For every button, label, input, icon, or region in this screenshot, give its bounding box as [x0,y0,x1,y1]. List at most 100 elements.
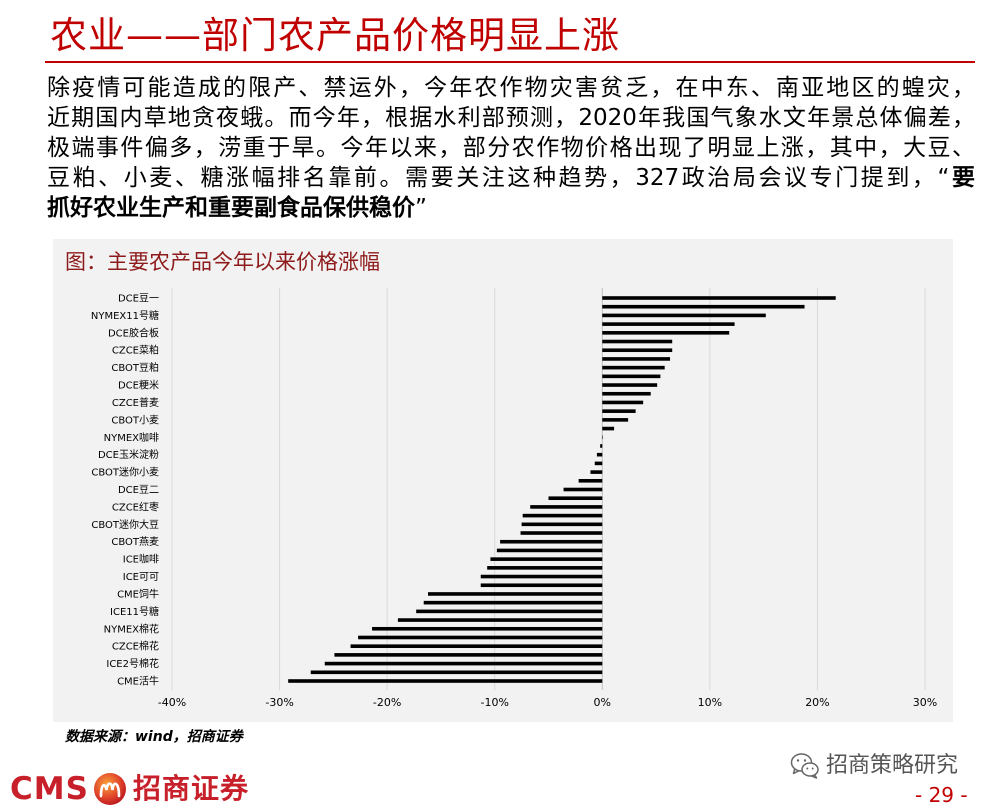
y-category-label: CZCE普麦 [112,396,159,409]
body-paragraph: 除疫情可能造成的限产、禁运外，今年农作物灾害贫乏，在中东、南亚地区的蝗灾， 近期… [47,73,975,223]
chart-bar [310,670,603,675]
y-category-label: NYMEX咖啡 [104,432,159,444]
x-tick-label: -40% [158,696,186,709]
page-number: - 29 - [915,783,968,807]
chart-bar [500,539,603,544]
x-tick-label: 20% [805,696,829,709]
y-category-label: ICE咖啡 [123,554,159,566]
chart-bar [423,600,603,605]
chart-bar [602,383,658,387]
paragraph-line: 极端事件偏多，涝重于旱。今年以来，部分农作物价格出现了明显上涨，其中，大豆、 [47,135,975,161]
y-category-label: CME饲牛 [117,587,159,600]
y-category-label: CBOT小麦 [111,414,159,426]
wechat-icon [790,753,819,779]
chart-bar [602,409,636,413]
chart-bar [600,444,603,448]
chart-bar [602,391,651,396]
y-category-label: CZCE菜粕 [112,344,159,357]
chart-bar [602,348,673,353]
y-category-label: CBOT迷你大豆 [91,518,159,531]
chart-bar [602,418,629,422]
chart-bar [602,331,730,335]
chart-bar [372,626,603,631]
chart-bar [334,653,603,657]
y-category-label: NYMEX棉花 [104,622,159,635]
chart-bar [563,487,603,492]
chart-bar [428,592,603,596]
chart-bar [350,644,603,648]
watermark-text: 招商策略研究 [826,753,959,778]
closing-quote: ” [415,195,427,221]
chart-panel: 图：主要农产品今年以来价格涨幅 -40% -30% -20% -10% 0% 10% 20%… [53,239,953,722]
watermark: 招商策略研究 [790,751,958,781]
chart-bar [530,505,603,509]
chart-bar [358,635,603,640]
y-category-label: CZCE棉花 [112,640,159,653]
x-tick-label: -20% [373,696,401,709]
chart-bar [602,296,836,300]
chart-title: 图：主要农产品今年以来价格涨幅 [65,250,380,274]
chart-bar [288,679,603,683]
quote-emphasis: 抓好农业生产和重要副食品保供稳价 [47,195,415,221]
chart-bar [487,566,603,570]
chart-bar [602,322,735,326]
footer-logo: CMS 招商证券 [10,771,249,807]
x-tick-label: -10% [481,696,509,709]
x-tick-label: 10% [698,696,722,709]
chart-bar [578,478,603,483]
chart-bar [496,548,603,553]
chart-bar [596,452,603,457]
chart-bar [480,583,603,588]
cms-emblem-icon [93,773,126,805]
chart-bar [490,557,603,561]
chart-bar [602,400,644,405]
paragraph-text: 豆粕、小麦、糖涨幅排名靠前。需要关注这种趋势，327政治局会议专门提到，“ [47,165,950,191]
chart-bar [602,426,615,431]
y-category-label: CME活牛 [117,675,159,688]
brand-name: 招商证券 [132,772,249,805]
title-underline [45,61,975,63]
y-category-label: DCE玉米淀粉 [98,448,159,461]
chart-bar [520,531,603,535]
chart-bar [602,435,603,440]
y-category-label: DCE豆二 [118,484,159,496]
chart-bar [602,365,665,370]
chart-bar [602,304,805,309]
y-category-label: DCE胶合板 [108,326,159,339]
chart-bar [602,374,661,379]
y-category-label: CZCE红枣 [112,500,159,513]
chart-bar [521,522,603,527]
chart-bar [416,609,603,614]
chart-bar [480,574,603,579]
x-tick-label: -30% [265,696,293,709]
data-source-note: 数据来源：wind，招商证券 [65,729,243,745]
paragraph-line: 豆粕、小麦、糖涨幅排名靠前。需要关注这种趋势，327政治局会议专门提到，“要 [47,163,975,193]
y-category-label: ICE2号棉花 [106,657,159,670]
paragraph-line: 抓好农业生产和重要副食品保供稳价” [47,193,975,223]
slide-title: 农业——部门农产品价格明显上涨 [50,14,620,57]
chart-bar [397,618,603,622]
chart-bar [594,461,603,466]
paragraph-line: 近期国内草地贪夜蛾。而今年，根据水利部预测，2020年我国气象水文年景总体偏差， [47,105,975,131]
paragraph-line: 除疫情可能造成的限产、禁运外，今年农作物灾害贫乏，在中东、南亚地区的蝗灾， [47,75,975,101]
y-category-label: CBOT燕麦 [111,536,159,548]
y-category-label: ICE11号糖 [110,605,159,618]
chart-bar [324,661,603,666]
chart-bar [602,339,673,344]
y-category-label: NYMEX11号糖 [91,309,159,322]
chart-bar [602,313,766,318]
y-category-label: ICE可可 [123,572,159,583]
x-tick-label: 0% [594,696,611,709]
chart-bar [522,513,603,518]
cms-logo-text: CMS [10,771,89,807]
y-category-label: CBOT迷你小麦 [91,466,159,479]
chart-bar [590,470,603,474]
y-category-label: DCE粳米 [118,379,159,392]
chart-bar [548,496,603,501]
y-category-label: CBOT豆粕 [111,361,159,374]
bar-chart: -40% -30% -20% -10% 0% 10% 20% 30% DCE豆一 NYMEX11号… [91,288,937,709]
quote-emphasis: 要 [949,165,975,191]
y-category-label: DCE豆一 [118,293,159,305]
x-tick-label: 30% [913,696,937,709]
chart-bar [602,357,671,361]
